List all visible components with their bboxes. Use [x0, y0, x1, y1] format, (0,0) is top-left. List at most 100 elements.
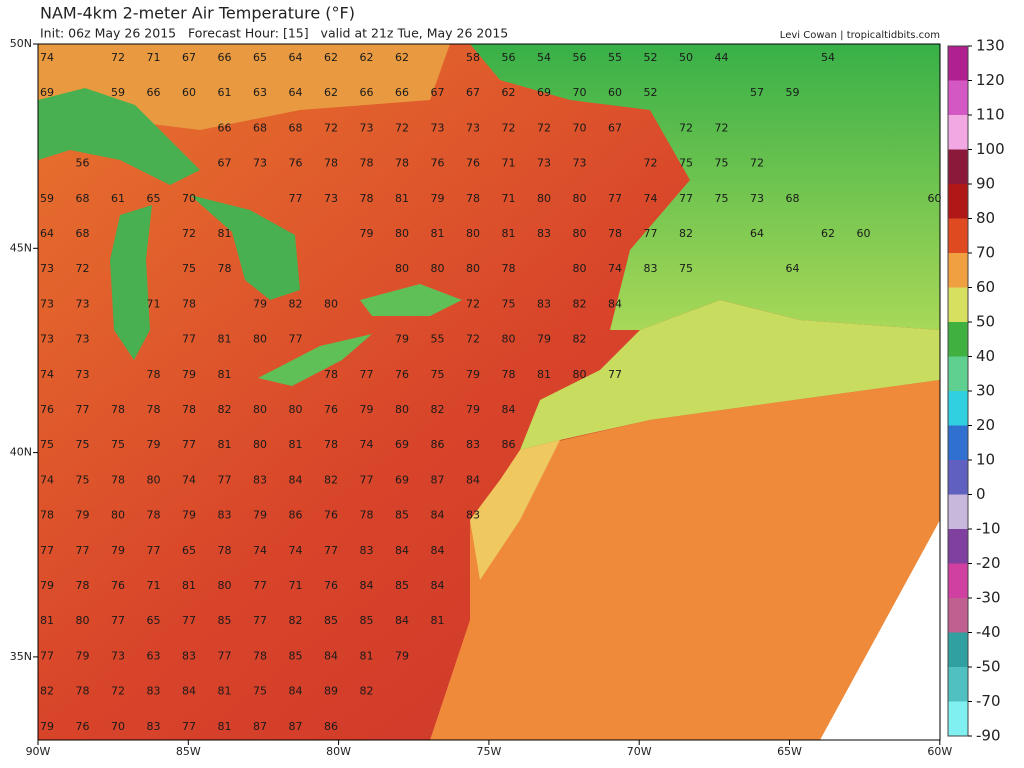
station-value: 55 [608, 51, 622, 64]
station-value: 73 [537, 157, 551, 170]
station-value: 83 [537, 227, 551, 240]
station-value: 87 [431, 473, 445, 486]
station-value: 77 [324, 544, 338, 557]
colorbar-label: -70 [976, 692, 1001, 710]
station-value: 84 [289, 685, 303, 698]
station-value: 64 [289, 51, 303, 64]
station-value: 85 [395, 579, 409, 592]
station-value: 73 [111, 649, 125, 662]
station-value: 61 [111, 192, 125, 205]
colorbar-segment [948, 253, 968, 288]
station-value: 54 [537, 51, 551, 64]
station-value: 72 [324, 121, 338, 134]
station-value: 81 [218, 227, 232, 240]
station-value: 77 [644, 227, 658, 240]
station-value: 72 [466, 297, 480, 310]
station-value: 44 [715, 51, 729, 64]
station-value: 65 [147, 192, 161, 205]
station-value: 73 [40, 262, 54, 275]
station-value: 60 [928, 192, 942, 205]
station-value: 83 [147, 720, 161, 733]
station-value: 75 [76, 438, 90, 451]
station-value: 84 [431, 579, 445, 592]
station-value: 62 [324, 86, 338, 99]
colorbar-segment [948, 115, 968, 150]
station-value: 81 [360, 649, 374, 662]
colorbar-segment [948, 322, 968, 357]
station-value: 84 [395, 544, 409, 557]
station-value: 71 [147, 51, 161, 64]
station-value: 69 [40, 86, 54, 99]
station-value: 72 [537, 121, 551, 134]
station-value: 76 [324, 403, 338, 416]
station-value: 85 [395, 509, 409, 522]
station-value: 73 [76, 333, 90, 346]
station-value: 79 [76, 649, 90, 662]
station-value: 64 [786, 262, 800, 275]
lon-label: 65W [777, 745, 802, 758]
station-value: 77 [40, 544, 54, 557]
station-value: 58 [466, 51, 480, 64]
station-value: 75 [431, 368, 445, 381]
subtitle: Init: 06z May 26 2015 Forecast Hour: [15… [40, 26, 508, 41]
station-value: 76 [466, 157, 480, 170]
colorbar-segment [948, 529, 968, 564]
station-value: 77 [182, 333, 196, 346]
station-value: 82 [431, 403, 445, 416]
station-value: 75 [679, 157, 693, 170]
station-value: 67 [466, 86, 480, 99]
colorbar-label: 90 [976, 175, 995, 193]
station-value: 85 [218, 614, 232, 627]
station-value: 82 [324, 473, 338, 486]
station-value: 76 [289, 157, 303, 170]
station-value: 80 [253, 333, 267, 346]
station-value: 78 [182, 403, 196, 416]
station-value: 80 [431, 262, 445, 275]
station-value: 86 [289, 509, 303, 522]
station-value: 65 [182, 544, 196, 557]
colorbar-segment [948, 460, 968, 495]
station-value: 62 [395, 51, 409, 64]
station-value: 69 [395, 473, 409, 486]
station-value: 77 [182, 720, 196, 733]
station-value: 76 [431, 157, 445, 170]
lon-label: 90W [26, 745, 51, 758]
station-value: 85 [324, 614, 338, 627]
station-value: 77 [76, 403, 90, 416]
colorbar-label: -10 [976, 520, 1001, 538]
colorbar-label: 110 [976, 106, 1005, 124]
station-value: 83 [466, 509, 480, 522]
station-value: 79 [147, 438, 161, 451]
station-value: 83 [218, 509, 232, 522]
station-value: 75 [679, 262, 693, 275]
station-value: 80 [289, 403, 303, 416]
colorbar-label: -50 [976, 658, 1001, 676]
station-value: 80 [573, 227, 587, 240]
station-value: 72 [76, 262, 90, 275]
station-value: 84 [431, 509, 445, 522]
station-value: 73 [40, 333, 54, 346]
station-value: 80 [218, 579, 232, 592]
station-value: 84 [608, 297, 622, 310]
station-value: 55 [431, 333, 445, 346]
lat-label: 45N [10, 241, 32, 254]
lat-label: 35N [10, 650, 32, 663]
station-value: 72 [466, 333, 480, 346]
station-value: 77 [608, 368, 622, 381]
station-value: 80 [111, 509, 125, 522]
station-value: 78 [360, 192, 374, 205]
station-value: 81 [218, 720, 232, 733]
colorbar-segment [948, 287, 968, 323]
station-value: 79 [466, 368, 480, 381]
station-value: 78 [218, 544, 232, 557]
station-value: 73 [40, 297, 54, 310]
station-value: 64 [750, 227, 764, 240]
station-value: 83 [182, 649, 196, 662]
station-value: 78 [111, 473, 125, 486]
station-value: 81 [182, 579, 196, 592]
station-value: 83 [466, 438, 480, 451]
station-value: 79 [360, 403, 374, 416]
station-value: 79 [40, 579, 54, 592]
station-value: 78 [502, 262, 516, 275]
